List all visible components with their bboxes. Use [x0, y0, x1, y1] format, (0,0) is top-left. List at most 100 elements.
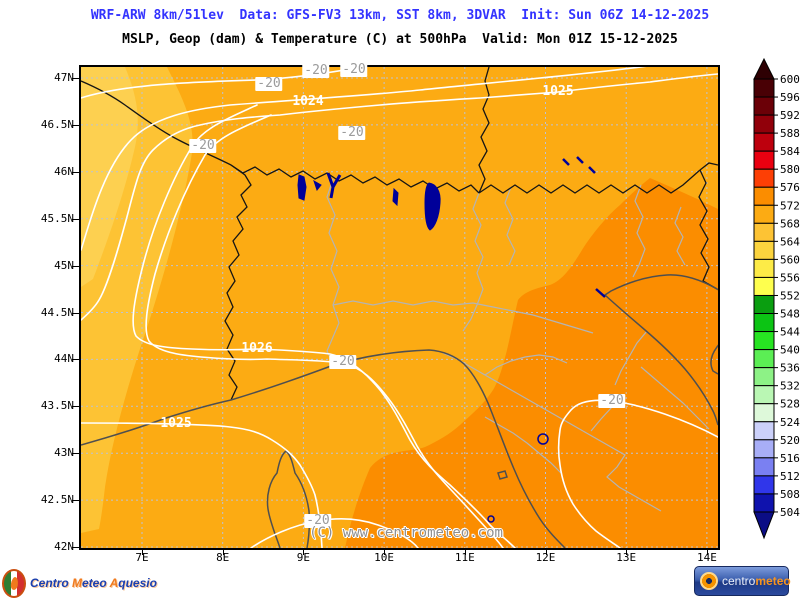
lon-tick-label: 13E	[616, 551, 637, 564]
colorbar-segment	[753, 421, 775, 441]
lat-tick-mark	[72, 547, 79, 548]
colorbar-tick-label: 528	[780, 398, 800, 411]
lat-tick-mark	[72, 500, 79, 502]
isobar-1024	[81, 67, 647, 251]
colorbar-tick-label: 520	[780, 434, 800, 447]
colorbar-segment	[753, 96, 775, 116]
colorbar-tick-label: 544	[780, 326, 800, 339]
lon-tick-label: 12E	[535, 551, 556, 564]
isobar-1025-north	[81, 73, 718, 321]
colorbar-top-arrow	[753, 57, 775, 80]
left-logo-text-part: M	[72, 576, 82, 590]
colorbar-tick-label: 548	[780, 308, 800, 321]
colorbar-segment	[753, 349, 775, 369]
colorbar-tick-label: 576	[780, 181, 800, 194]
lat-tick-mark	[72, 359, 79, 361]
orange-swirl-icon	[700, 572, 718, 590]
lat-tick-label: 43N	[54, 446, 74, 460]
isobar-contour-label: 1024	[292, 94, 324, 109]
colorbar-segment	[753, 276, 775, 296]
lat-tick-mark	[72, 218, 79, 220]
colorbar-segment	[753, 78, 775, 98]
colorbar-segment	[753, 313, 775, 333]
colorbar-tick-label: 592	[780, 109, 800, 122]
colorbar-tick-label: 508	[780, 488, 800, 501]
lat-tick-mark	[72, 78, 79, 79]
centro-meteo-aquesio-logo[interactable]: Centro Meteo Aquesio	[2, 568, 157, 598]
lat-tick-label: 42.5N	[40, 493, 74, 507]
colorbar-segment	[753, 403, 775, 423]
lon-tick-label: 11E	[454, 551, 475, 564]
lat-tick-label: 46N	[54, 164, 74, 178]
colorbar-tick-label: 584	[780, 145, 800, 158]
colorbar-segment	[753, 457, 775, 477]
isobar-1025-south	[81, 422, 323, 548]
lat-tick-label: 42N	[54, 540, 74, 553]
isobar-contour-label: 1026	[241, 341, 273, 356]
lon-tick-label: 7E	[135, 551, 149, 564]
italian-flag-oval-icon	[2, 568, 26, 598]
lon-tick-mark	[142, 548, 143, 555]
left-logo-text-part: quesio	[118, 576, 157, 590]
isotherm-contour-label: -20	[338, 125, 366, 140]
colorbar-tick-label: 596	[780, 91, 800, 104]
isotherm-contour-label: -20	[340, 62, 368, 77]
lat-tick-mark	[72, 406, 79, 408]
lon-tick-mark	[464, 548, 466, 555]
lat-tick-label: 45N	[54, 258, 74, 272]
lon-tick-label: 8E	[216, 551, 230, 564]
colorbar-segment	[753, 258, 775, 278]
left-logo-text-part: eteo	[82, 576, 110, 590]
lat-tick-label: 44.5N	[40, 305, 74, 319]
colorbar-segment	[753, 294, 775, 315]
left-logo-text-part: Centro	[30, 576, 72, 590]
colorbar-bottom-arrow	[753, 511, 775, 540]
lat-tick-label: 47N	[54, 71, 74, 84]
colorbar-tick-label: 588	[780, 127, 800, 140]
colorbar-segment	[753, 222, 775, 242]
colorbar-tick-label: 580	[780, 163, 800, 176]
colorbar-tick-label: 512	[780, 470, 800, 483]
lat-tick-label: 46.5N	[40, 117, 74, 131]
isotherm-contour-label: -20	[598, 393, 626, 408]
colorbar-tick-label: 600	[780, 73, 800, 86]
isotherm-contour-label: -20	[189, 138, 217, 153]
lat-lon-gridlines	[81, 67, 718, 548]
isotherm-minus20-central	[145, 114, 504, 548]
lon-tick-label: 14E	[696, 551, 717, 564]
geopotential-colorbar: 600 596 592 588 584 580 576 572 568 564 560 556 552 5…	[753, 57, 800, 540]
lon-tick-label: 9E	[296, 551, 311, 564]
lon-tick-mark	[626, 548, 628, 555]
colorbar-segment	[753, 439, 775, 459]
right-logo-text: centrometeo	[722, 574, 791, 588]
colorbar-tick-label: 536	[780, 362, 800, 375]
lat-tick-mark	[72, 124, 79, 126]
lat-tick-mark	[72, 171, 79, 173]
colorbar-tick-label: 572	[780, 199, 800, 212]
isobar-1026	[132, 104, 516, 548]
colorbar-tick-label: 568	[780, 217, 800, 230]
isobar-contour-label: 1025	[160, 416, 192, 431]
centrometeo-logo[interactable]: centrometeo	[694, 566, 791, 596]
copyright-watermark: (C) www.centrometeo.com	[309, 525, 503, 541]
colorbar-segment	[753, 475, 775, 495]
colorbar-tick-label: 556	[780, 271, 800, 284]
colorbar-segment	[753, 204, 775, 224]
left-logo-text: Centro Meteo Aquesio	[30, 576, 157, 590]
isotherm-contour-label: -20	[255, 76, 283, 91]
lon-tick-mark	[706, 548, 708, 555]
colorbar-segment	[753, 367, 775, 387]
colorbar-tick-label: 524	[780, 416, 800, 429]
lat-tick-label: 45.5N	[40, 211, 74, 225]
colorbar-segment	[753, 132, 775, 152]
lat-tick-mark	[72, 265, 79, 267]
lon-tick-mark	[222, 548, 224, 555]
colorbar-segment	[753, 150, 775, 170]
lat-tick-mark	[72, 312, 79, 314]
map-canvas	[81, 67, 718, 548]
colorbar-segment	[753, 240, 775, 260]
isotherm-contour-label: -20	[304, 513, 332, 528]
lat-tick-label: 44N	[54, 352, 74, 366]
colorbar-segment	[753, 493, 775, 513]
